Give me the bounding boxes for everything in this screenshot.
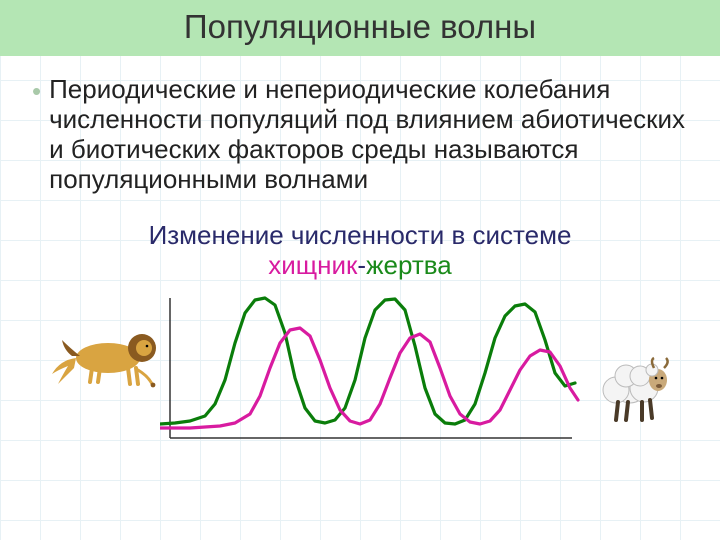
population-wave-chart <box>160 288 580 458</box>
prey-word: жертва <box>366 250 452 280</box>
predator-word: хищник <box>268 250 357 280</box>
definition-paragraph: Периодические и непериодические колебани… <box>49 74 692 194</box>
lion-icon <box>48 318 156 388</box>
predator-curve <box>160 328 578 428</box>
title-band: Популяционные волны <box>0 0 720 56</box>
chart-area <box>40 288 680 458</box>
bullet-dot: • <box>32 76 41 106</box>
body-paragraph-wrap: • Периодические и непериодические колеба… <box>32 74 692 194</box>
sheep-icon <box>594 354 680 426</box>
dash: - <box>357 250 366 280</box>
subheading-line1: Изменение численности в системе <box>149 220 572 250</box>
prey-curve <box>160 298 575 424</box>
chart-subheading: Изменение численности в системе хищник-ж… <box>0 220 720 280</box>
slide-title: Популяционные волны <box>184 8 536 45</box>
